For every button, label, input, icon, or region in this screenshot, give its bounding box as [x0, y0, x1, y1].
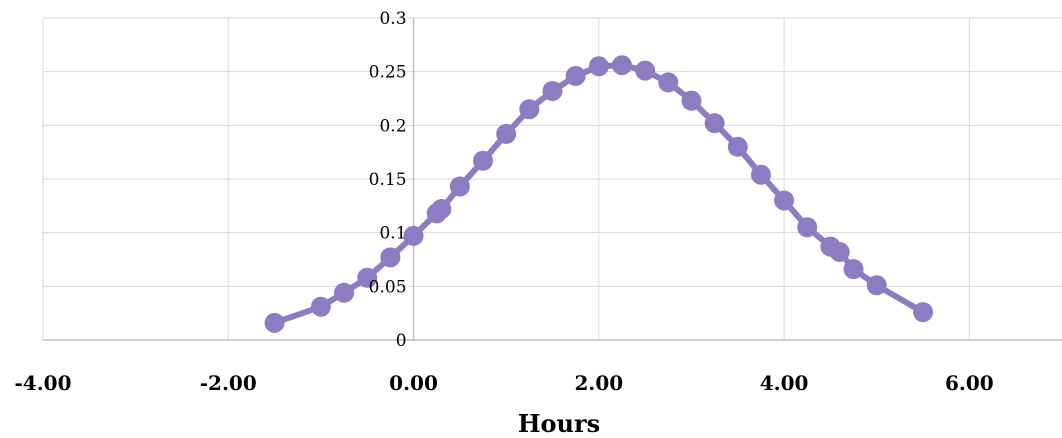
x-tick-label: 4.00: [760, 371, 809, 395]
series-line: [264, 55, 934, 333]
x-tick-label: -2.00: [200, 371, 257, 395]
x-tick-label: -4.00: [14, 371, 71, 395]
data-point: [843, 259, 864, 280]
x-tick-label: 0.00: [389, 371, 438, 395]
y-tick-label: 0.2: [379, 116, 406, 136]
data-point: [704, 113, 725, 134]
data-point: [310, 296, 331, 317]
data-point: [829, 241, 850, 262]
data-point: [588, 56, 609, 77]
data-point: [264, 312, 285, 333]
data-point: [496, 123, 517, 144]
data-point: [565, 65, 586, 86]
data-point: [380, 247, 401, 268]
axes: [43, 18, 1062, 341]
x-axis-label: Hours: [518, 409, 600, 438]
data-point: [658, 72, 679, 93]
data-point: [431, 199, 452, 220]
data-point: [681, 90, 702, 111]
data-point: [750, 164, 771, 185]
y-tick-label: 0.15: [369, 170, 407, 190]
data-point: [403, 225, 424, 246]
y-tick-label: 0.1: [379, 224, 406, 244]
x-tick-label: 2.00: [574, 371, 623, 395]
data-point: [473, 150, 494, 171]
data-point: [913, 302, 934, 323]
data-point: [727, 136, 748, 157]
data-point: [635, 60, 656, 81]
y-tick-label: 0: [396, 331, 407, 351]
data-point: [542, 80, 563, 101]
x-tick-label: 6.00: [945, 371, 994, 395]
gridlines: [42, 17, 1062, 340]
data-point: [449, 176, 470, 197]
data-point: [357, 267, 378, 288]
data-point: [519, 99, 540, 120]
data-point: [611, 55, 632, 76]
data-point: [774, 190, 795, 211]
data-point: [797, 217, 818, 238]
tick-labels: 0 0.05 0.1 0.15 0.2 0.25 0.3 -4.00 -2.00 0.00 2.00…: [14, 9, 993, 395]
data-point: [866, 275, 887, 296]
y-tick-label: 0.05: [369, 277, 407, 297]
data-point: [334, 282, 355, 303]
y-tick-label: 0.3: [379, 9, 406, 29]
y-tick-label: 0.25: [369, 63, 407, 83]
